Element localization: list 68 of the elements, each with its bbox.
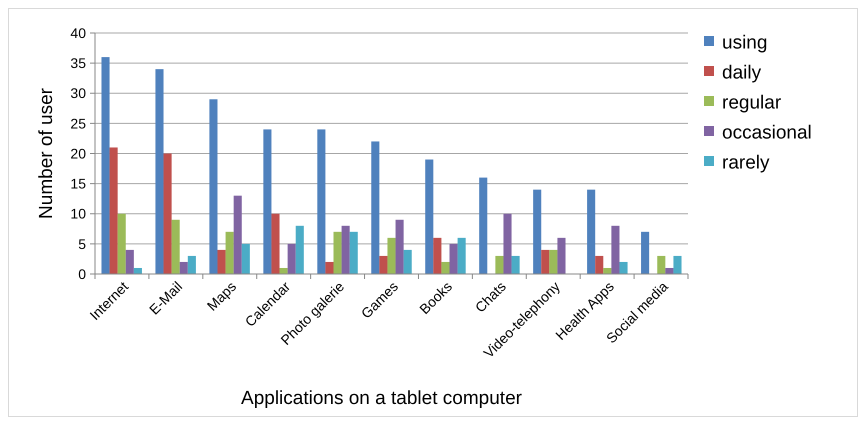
bar [118,214,126,274]
y-tick-label: 20 [70,145,86,162]
bar [288,244,296,274]
bar [441,262,450,274]
bar [242,244,250,274]
bar [317,129,326,274]
y-tick-label: 10 [70,206,86,222]
y-axis-title: Number of user [36,87,57,219]
legend-label: daily [722,62,762,84]
bar [209,99,218,274]
bar [479,178,488,274]
bar [342,226,350,274]
y-tick-label: 0 [78,266,86,282]
y-tick-label: 30 [70,85,86,102]
y-tick-label: 25 [70,115,86,132]
bar [549,250,558,274]
bar [296,226,304,274]
y-tick-label: 15 [70,176,86,192]
bar [325,262,334,274]
bar [234,196,242,274]
legend-label: using [722,32,768,54]
bar [396,220,404,274]
y-tick-label: 5 [78,236,86,252]
bar [425,160,434,274]
bar [188,256,196,274]
bar [595,256,604,274]
bar [280,268,288,274]
legend-label: rarely [722,152,770,174]
bar [433,238,442,274]
bar [371,141,380,274]
bar [379,256,388,274]
bar [673,256,682,274]
bar [164,154,172,274]
bar [619,262,628,274]
bar [587,190,596,274]
bar [333,232,342,274]
bar [541,250,550,274]
bar [180,262,188,274]
bar [503,214,512,274]
bar [495,256,504,274]
bar [387,238,396,274]
bar [101,57,110,274]
bar [155,69,164,274]
bar [134,268,142,274]
bar [665,268,674,274]
bar [657,256,666,274]
bar [611,226,620,274]
legend-label: regular [722,92,782,114]
y-tick-label: 40 [70,24,86,41]
bar [512,256,520,274]
legend-label: occasional [722,122,812,144]
bar [172,220,180,274]
bar [350,232,358,274]
bar [641,232,650,274]
bar [110,147,118,274]
bar [533,190,542,274]
bar [226,232,234,274]
bar [458,238,466,274]
bar [404,250,412,274]
bar [450,244,458,274]
bar [263,129,272,274]
bar [217,250,226,274]
x-axis-title: Applications on a tablet computer [241,388,523,409]
bar [603,268,612,274]
bar [557,238,566,274]
bar [271,214,280,274]
bar [126,250,134,274]
y-tick-label: 35 [70,55,86,72]
